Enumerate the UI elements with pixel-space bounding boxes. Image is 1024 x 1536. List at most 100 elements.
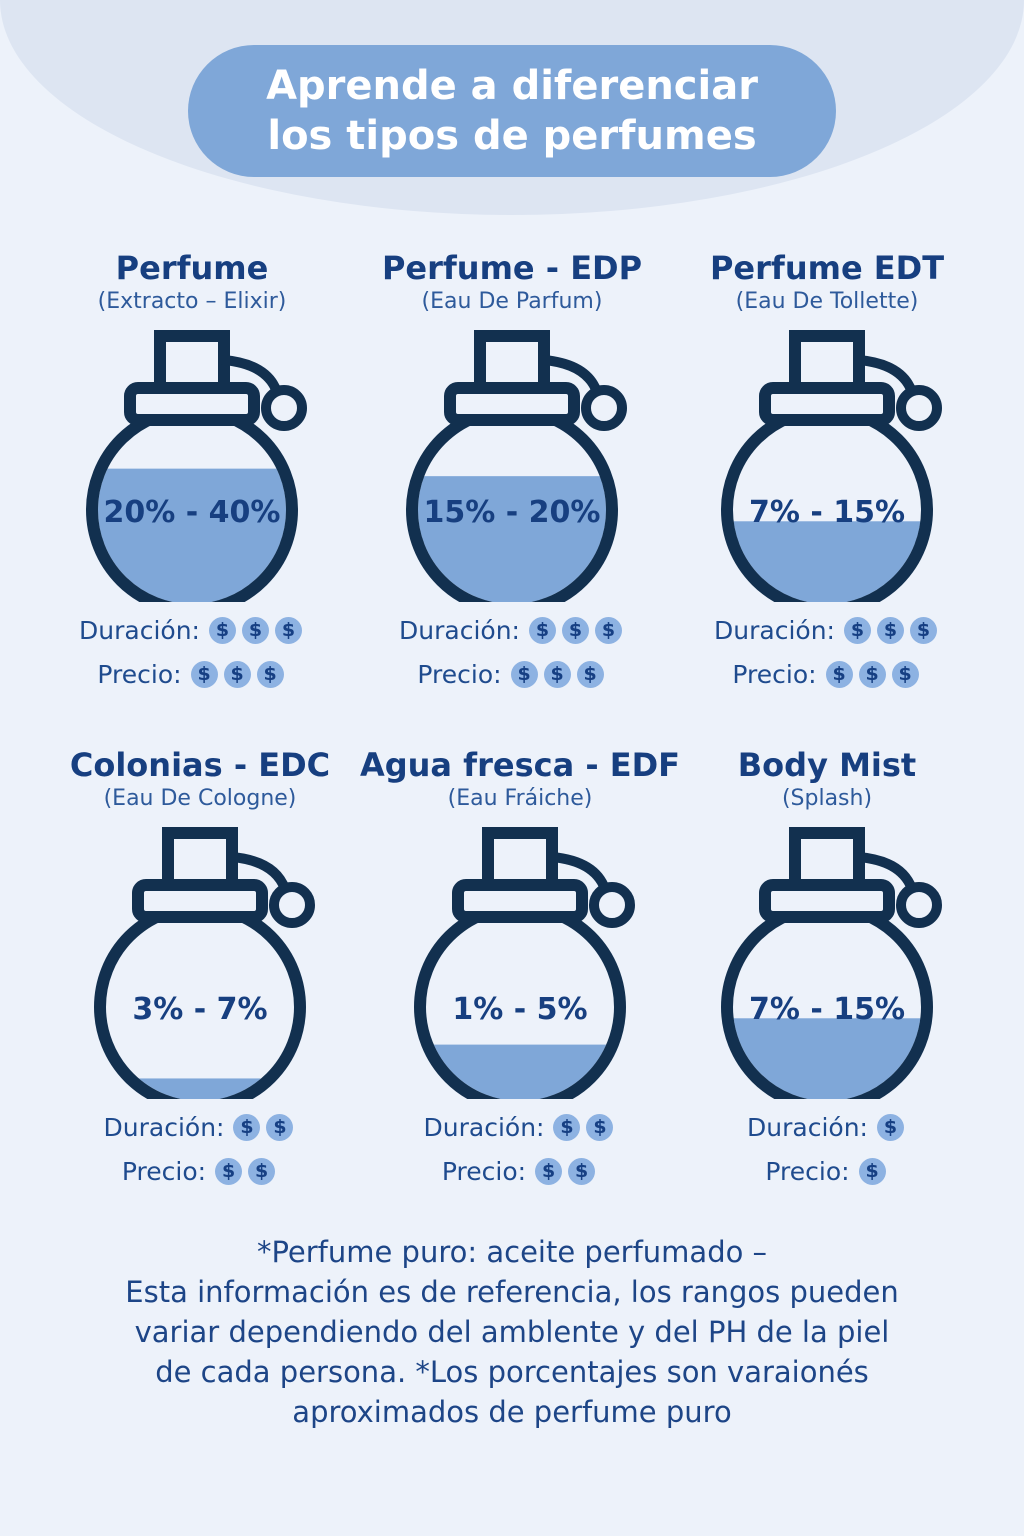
dollar-coin-icon: $ (576, 660, 604, 688)
dollar-coin-icon: $ (909, 616, 937, 644)
duracion-rating: Duración: $ $ $ (662, 608, 992, 652)
bottle-cap (789, 330, 865, 394)
duracion-rating: Duración: $ $ $ (347, 608, 677, 652)
perfume-type-card: Body Mist (Splash) 7% - 15% Duración: $ Preci… (662, 745, 992, 1193)
bottle-cap (154, 330, 230, 394)
bottle-cap (789, 827, 865, 891)
perfume-type-title: Body Mist (737, 746, 917, 784)
perfume-bottle-icon: 1% - 5% (414, 827, 635, 1099)
perfume-type-title: Colonias - EDC (69, 746, 331, 784)
duracion-rating: Duración: $ $ (35, 1105, 365, 1149)
liquid-level (98, 468, 286, 602)
page-title-line-1: Aprende a diferenciar (266, 63, 758, 109)
atomizer-bulb (896, 882, 942, 928)
duracion-label: Duración: (103, 1112, 225, 1142)
dollar-coin-icon: $ (586, 1113, 614, 1141)
dollar-coin-icon: $ (208, 616, 236, 644)
perfume-type-subtitle: (Extracto – Elixir) (97, 289, 287, 314)
dollar-coin-icon: $ (535, 1157, 563, 1185)
footer-note: *Perfume puro: aceite perfumado – Esta i… (70, 1232, 954, 1432)
concentration-range: 20% - 40% (104, 495, 281, 530)
perfume-type-card: Colonias - EDC (Eau De Cologne) 3% - 7% Dur… (35, 745, 365, 1193)
precio-label: Precio: (121, 1156, 207, 1186)
atomizer-bulb (589, 882, 635, 928)
duracion-label: Duración: (399, 615, 520, 645)
precio-rating: Precio: $ $ $ (347, 652, 677, 696)
duracion-label: Duración: (423, 1112, 545, 1142)
dollar-coin-icon: $ (233, 1113, 261, 1141)
atomizer-bulb (581, 385, 627, 431)
dollar-coin-icon: $ (843, 616, 871, 644)
dollar-coin-icon: $ (190, 660, 218, 688)
atomizer-bulb (269, 882, 315, 928)
footer-line: variar dependiendo del amblente y del PH… (134, 1315, 890, 1349)
concentration-range: 1% - 5% (452, 992, 587, 1027)
perfume-type-title: Agua fresca - EDF (359, 746, 681, 784)
dollar-coin-icon: $ (510, 660, 538, 688)
perfume-bottle-icon: 15% - 20% (406, 330, 627, 602)
dollar-coin-icon: $ (256, 660, 284, 688)
footer-line: aproximados de perfume puro (292, 1395, 732, 1429)
atomizer-bulb (261, 385, 307, 431)
duracion-label: Duración: (79, 615, 200, 645)
concentration-range: 7% - 15% (749, 495, 905, 530)
concentration-range: 3% - 7% (132, 992, 267, 1027)
dollar-coin-icon: $ (876, 1113, 904, 1141)
perfume-type-subtitle: (Eau De Tollette) (735, 289, 919, 314)
dollar-coin-icon: $ (561, 616, 589, 644)
title-banner: Aprende a diferenciar los tipos de perfu… (188, 45, 836, 177)
precio-rating: Precio: $ $ (35, 1149, 365, 1193)
perfume-bottle-icon: 20% - 40% (86, 330, 307, 602)
duracion-label: Duración: (747, 1112, 868, 1142)
perfume-type-title: Perfume (115, 249, 269, 287)
footer-line: *Perfume puro: aceite perfumado – (256, 1235, 768, 1269)
dollar-coin-icon: $ (568, 1157, 596, 1185)
concentration-range: 15% - 20% (424, 495, 601, 530)
bottle-cap (474, 330, 550, 394)
precio-label: Precio: (97, 659, 182, 689)
perfume-type-subtitle: (Splash) (781, 786, 873, 811)
perfume-type-card: Agua fresca - EDF (Eau Fráiche) 1% - 5% Dur… (355, 745, 685, 1193)
dollar-coin-icon: $ (543, 660, 571, 688)
perfume-bottle-icon: 3% - 7% (94, 827, 315, 1099)
dollar-coin-icon: $ (891, 660, 919, 688)
precio-rating: Precio: $ $ $ (662, 652, 992, 696)
perfume-type-subtitle: (Eau De Parfum) (421, 289, 603, 314)
duracion-rating: Duración: $ $ $ (27, 608, 357, 652)
atomizer-bulb (896, 385, 942, 431)
perfume-type-subtitle: (Eau De Cologne) (103, 786, 297, 811)
dollar-coin-icon: $ (858, 1157, 886, 1185)
footer-line: de cada persona. *Los porcentajes son va… (155, 1355, 869, 1389)
perfume-type-card: Perfume EDT (Eau De Tollette) 7% - 15% Dura… (662, 248, 992, 696)
footer-line: Esta información es de referencia, los r… (125, 1275, 899, 1309)
dollar-coin-icon: $ (274, 616, 302, 644)
dollar-coin-icon: $ (825, 660, 853, 688)
perfume-type-title: Perfume EDT (709, 249, 945, 287)
precio-label: Precio: (765, 1156, 850, 1186)
precio-label: Precio: (441, 1156, 527, 1186)
dollar-coin-icon: $ (223, 660, 251, 688)
precio-label: Precio: (732, 659, 817, 689)
dollar-coin-icon: $ (215, 1157, 243, 1185)
precio-rating: Precio: $ (662, 1149, 992, 1193)
concentration-range: 7% - 15% (749, 992, 905, 1027)
dollar-coin-icon: $ (858, 660, 886, 688)
perfume-bottle-icon: 7% - 15% (721, 330, 942, 602)
page-title-line-2: los tipos de perfumes (267, 113, 757, 159)
precio-label: Precio: (417, 659, 502, 689)
liquid-level (733, 521, 921, 602)
dollar-coin-icon: $ (248, 1157, 276, 1185)
dollar-coin-icon: $ (876, 616, 904, 644)
perfume-type-card: Perfume (Extracto – Elixir) 20% - 40% Durac… (27, 248, 357, 696)
precio-rating: Precio: $ $ (355, 1149, 685, 1193)
dollar-coin-icon: $ (241, 616, 269, 644)
duracion-rating: Duración: $ (662, 1105, 992, 1149)
dollar-coin-icon: $ (528, 616, 556, 644)
perfume-type-title: Perfume - EDP (381, 249, 643, 287)
dollar-coin-icon: $ (594, 616, 622, 644)
perfume-type-card: Perfume - EDP (Eau De Parfum) 15% - 20% Dur… (347, 248, 677, 696)
perfume-type-subtitle: (Eau Fráiche) (447, 786, 593, 811)
perfume-bottle-icon: 7% - 15% (721, 827, 942, 1099)
precio-rating: Precio: $ $ $ (27, 652, 357, 696)
bottle-cap (162, 827, 238, 891)
